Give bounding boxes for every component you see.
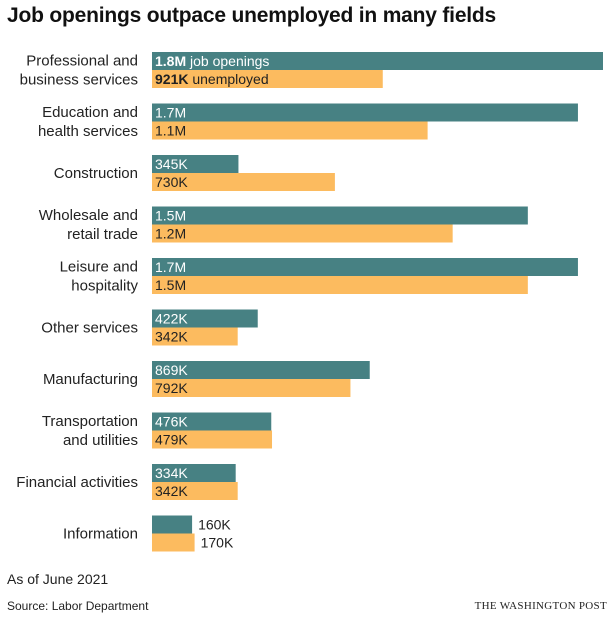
data-label: 422K — [155, 311, 188, 327]
data-label: 1.1M — [155, 123, 186, 139]
data-label: 1.8M job openings — [155, 53, 269, 69]
unemployed-bar — [152, 430, 273, 449]
category-label: Construction — [54, 165, 138, 182]
source-note: Source: Labor Department — [7, 599, 149, 613]
data-label: 1.7M — [155, 259, 186, 275]
data-label: 334K — [155, 465, 188, 481]
data-label: 170K — [201, 535, 234, 551]
openings-bar — [152, 464, 236, 482]
openings-bar — [152, 155, 239, 173]
category-label: Financial activities — [16, 474, 138, 491]
date-note: As of June 2021 — [7, 571, 109, 587]
data-label: 1.7M — [155, 105, 186, 121]
data-label: 160K — [198, 517, 231, 533]
unemployed-bar — [152, 379, 351, 397]
unemployed-bar — [152, 173, 335, 191]
unemployed-bar — [152, 224, 453, 243]
openings-bar — [152, 52, 603, 70]
openings-bar — [152, 103, 578, 122]
category-label: Education and health services — [38, 104, 138, 140]
data-label: 476K — [155, 414, 188, 430]
openings-bar — [152, 515, 193, 534]
data-label: 479K — [155, 432, 188, 448]
data-label: 921K unemployed — [155, 71, 269, 87]
openings-bar — [152, 412, 272, 431]
data-label: 1.5M — [155, 277, 186, 293]
category-label: Leisure and hospitality — [60, 259, 139, 295]
data-label: 730K — [155, 174, 188, 190]
category-label: Other services — [41, 320, 138, 337]
unemployed-bar — [152, 121, 428, 140]
data-label: 1.2M — [155, 226, 186, 242]
unemployed-bar — [152, 327, 238, 346]
openings-bar — [152, 206, 528, 225]
category-label: Manufacturing — [43, 371, 138, 388]
data-label: 1.5M — [155, 208, 186, 224]
category-label: Transportation and utilities — [42, 413, 138, 449]
bar-chart: Professional and business services 1.8M jo… — [16, 52, 603, 552]
category-label: Information — [63, 526, 138, 543]
data-label: 345K — [155, 156, 188, 172]
unemployed-bar — [152, 533, 195, 552]
unemployed-bar — [152, 482, 238, 500]
publisher-credit: THE WASHINGTON POST — [474, 600, 607, 612]
data-label: 342K — [155, 483, 188, 499]
openings-bar — [152, 258, 578, 276]
unemployed-bar — [152, 276, 528, 294]
category-label: Wholesale and retail trade — [39, 207, 138, 243]
openings-bar — [152, 309, 258, 328]
data-label: 342K — [155, 329, 188, 345]
chart-title: Job openings outpace unemployed in many … — [7, 4, 497, 27]
data-label: 792K — [155, 380, 188, 396]
data-label: 869K — [155, 362, 188, 378]
category-label: Professional and business services — [20, 53, 138, 89]
openings-bar — [152, 361, 370, 379]
unemployed-bar — [152, 70, 383, 88]
